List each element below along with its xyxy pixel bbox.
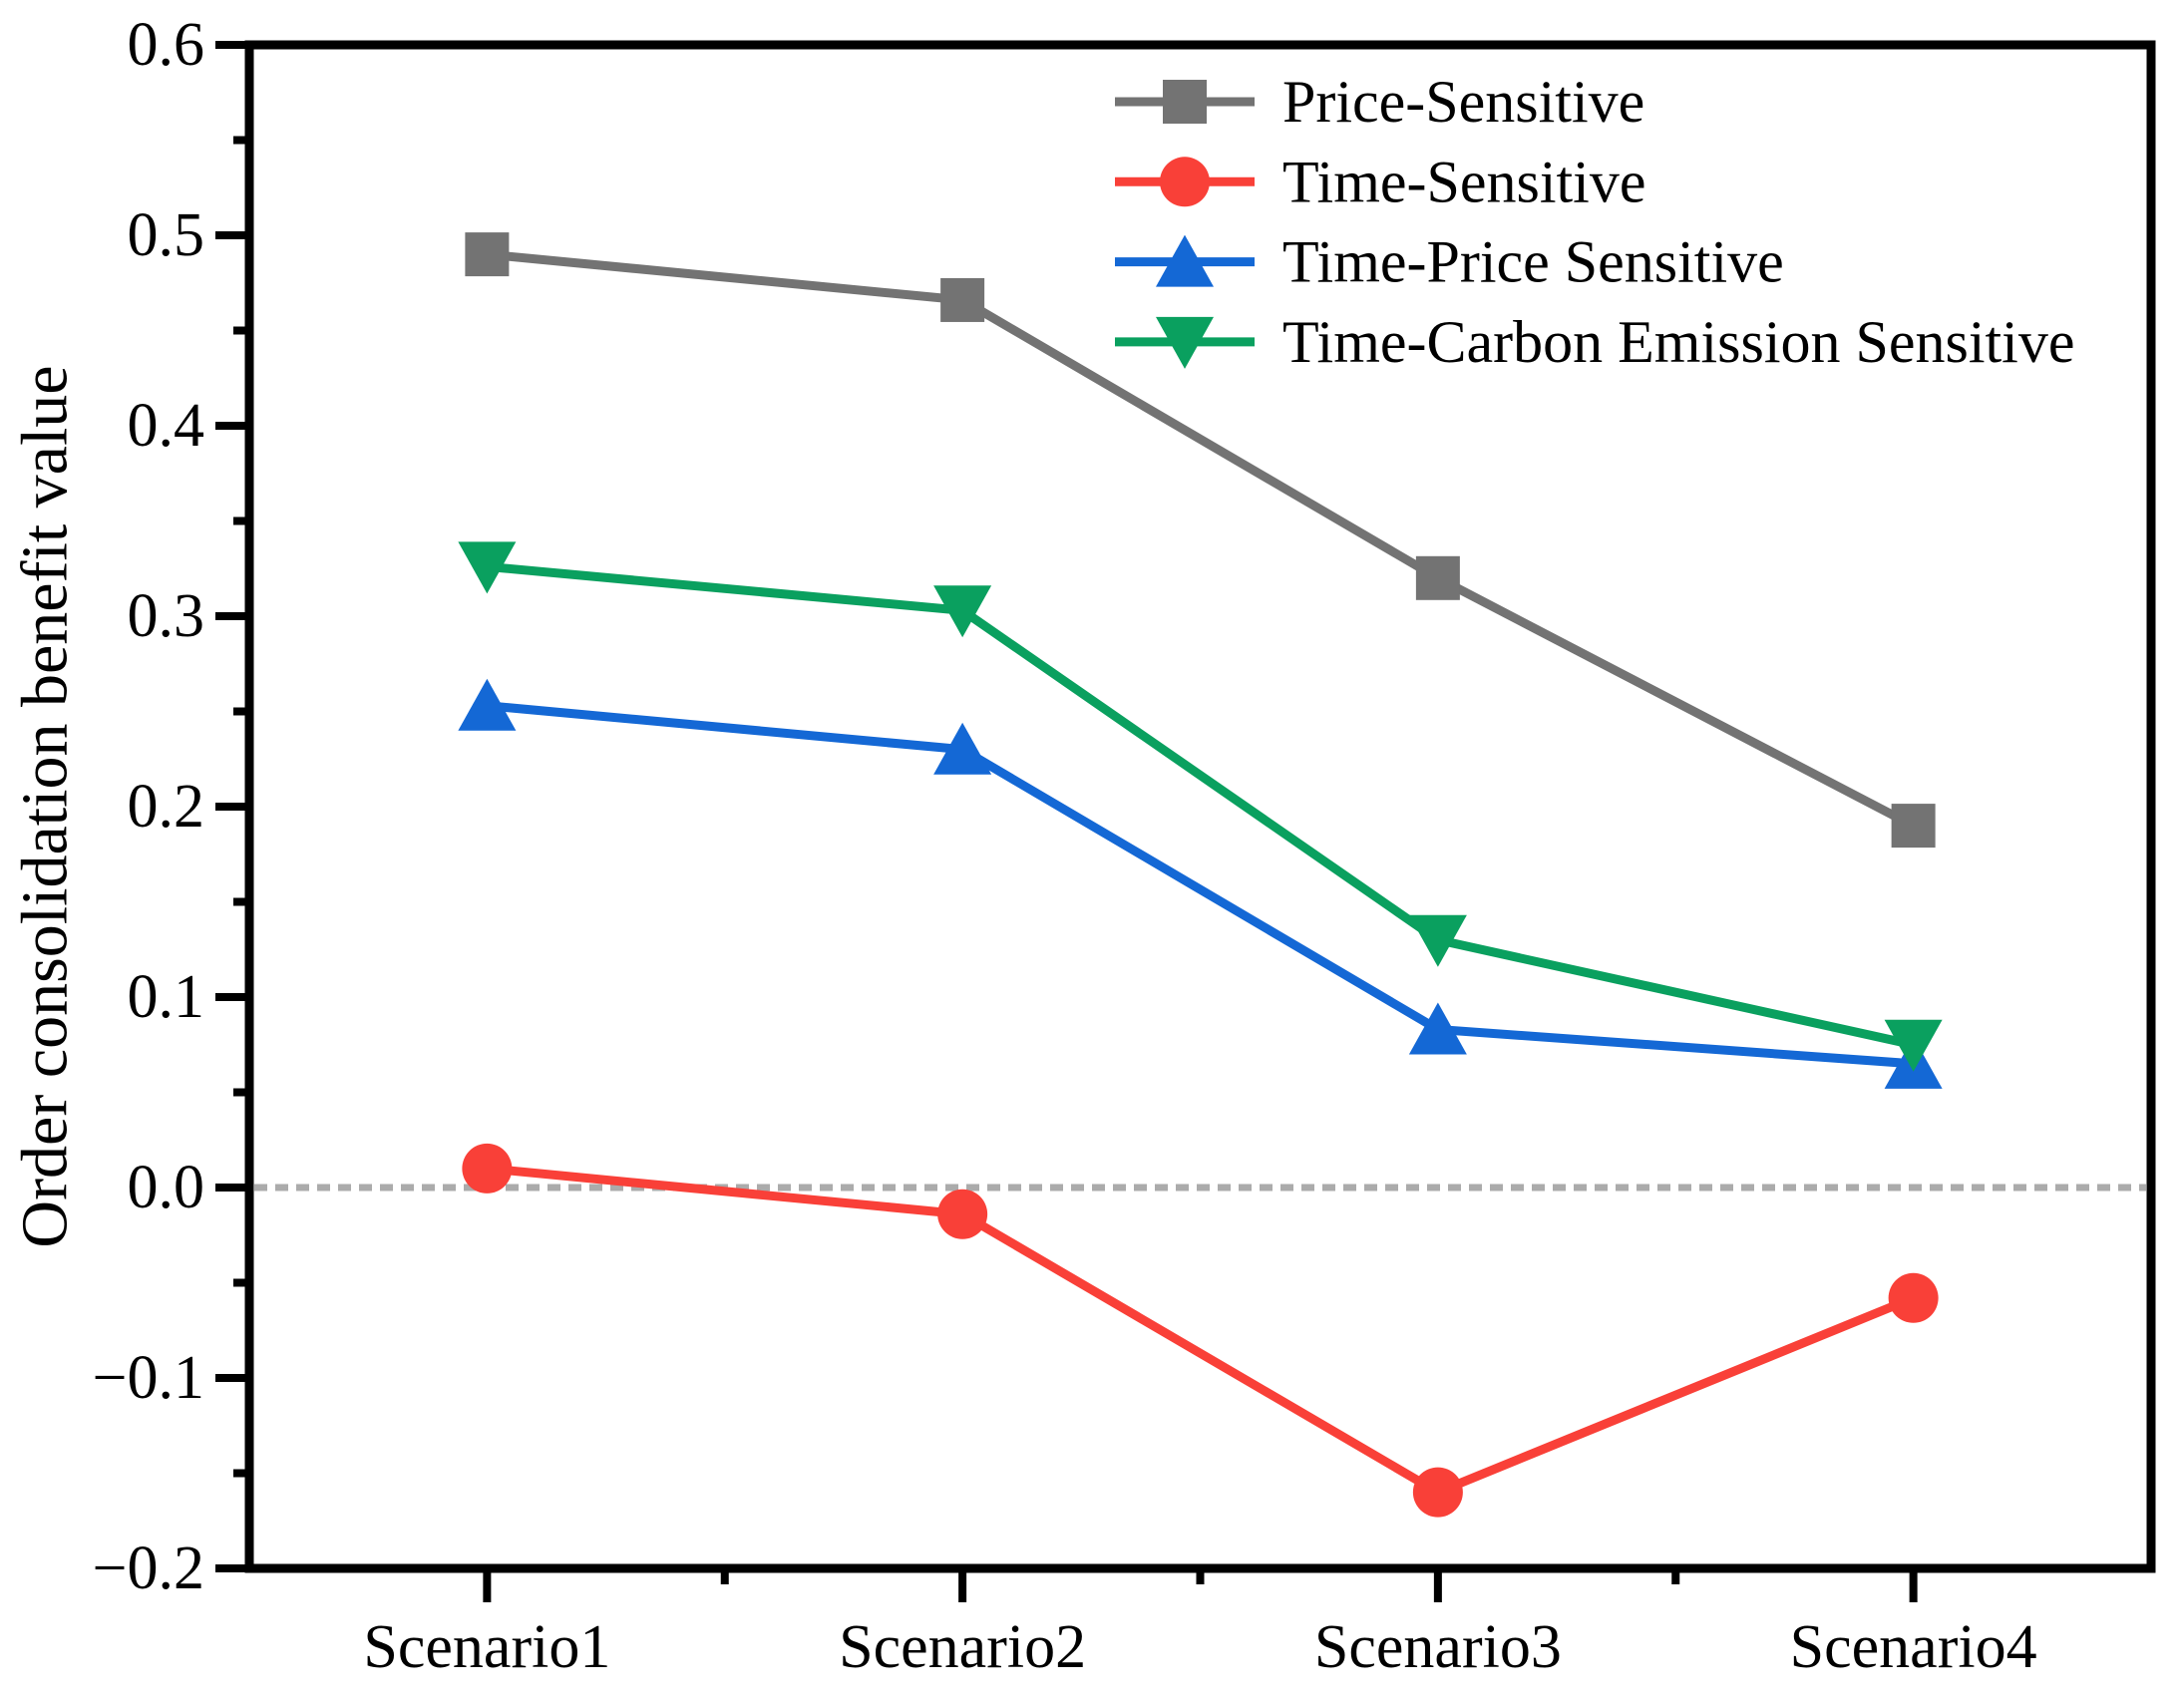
data-point-time-price-sensitive-scenario1 — [458, 678, 517, 731]
y-tick-label: 0.0 — [128, 1154, 205, 1221]
y-tick-label: 0.1 — [128, 963, 205, 1031]
data-point-time-sensitive-scenario1 — [462, 1143, 513, 1194]
legend-label: Time-Price Sensitive — [1282, 229, 1784, 295]
x-tick-label: Scenario3 — [1314, 1613, 1562, 1681]
data-point-price-sensitive-scenario4 — [1891, 804, 1936, 849]
y-tick-label: 0.5 — [128, 201, 205, 269]
series-line-3 — [486, 701, 1914, 1069]
data-point-time-price-sensitive-scenario3 — [1408, 1002, 1467, 1055]
data-point-time-sensitive-scenario4 — [1888, 1272, 1939, 1323]
data-point-time-sensitive-scenario2 — [937, 1189, 988, 1239]
series-line-1 — [486, 249, 1916, 831]
y-tick-label: 0.6 — [128, 11, 205, 79]
series-line-4 — [486, 561, 1915, 1050]
data-point-time-sensitive-scenario3 — [1412, 1467, 1463, 1518]
data-point-price-sensitive-scenario1 — [465, 232, 510, 277]
data-point-time-price-sensitive-scenario2 — [933, 722, 992, 775]
data-point-time-carbon-emission-sensitive-scenario2 — [933, 585, 992, 638]
y-tick-label: 0.4 — [128, 392, 205, 460]
series-line-2 — [486, 1164, 1916, 1498]
data-point-time-carbon-emission-sensitive-scenario3 — [1408, 914, 1467, 967]
y-axis-title: Order consolidation benefit value — [9, 365, 82, 1247]
y-tick-label: 0.3 — [128, 582, 205, 650]
y-tick-label: 0.2 — [128, 773, 205, 841]
legend-label: Price-Sensitive — [1282, 69, 1644, 135]
data-point-time-carbon-emission-sensitive-scenario1 — [458, 541, 517, 594]
legend-swatch-marker — [1160, 157, 1210, 207]
data-point-price-sensitive-scenario3 — [1415, 555, 1460, 600]
x-tick-label: Scenario4 — [1790, 1613, 2037, 1681]
legend-swatch-marker — [1156, 234, 1214, 287]
legend-label: Time-Carbon Emission Sensitive — [1282, 309, 2074, 375]
data-point-price-sensitive-scenario2 — [940, 277, 985, 322]
x-tick-label: Scenario2 — [839, 1613, 1086, 1681]
y-tick-label: −0.1 — [93, 1344, 204, 1412]
data-point-time-carbon-emission-sensitive-scenario4 — [1884, 1019, 1943, 1072]
legend-swatch-marker — [1163, 80, 1207, 124]
x-tick-label: Scenario1 — [363, 1613, 610, 1681]
legend-swatch-marker — [1156, 316, 1214, 369]
legend-label: Time-Sensitive — [1282, 149, 1645, 214]
y-tick-label: −0.2 — [93, 1534, 204, 1602]
